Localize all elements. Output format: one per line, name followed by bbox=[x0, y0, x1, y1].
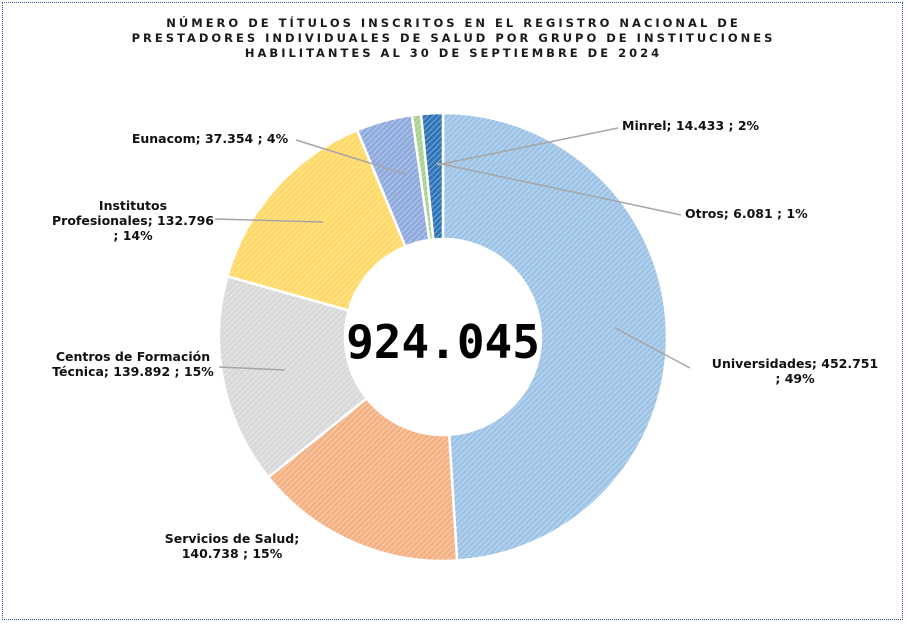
data-label: Minrel; 14.433 ; 2% bbox=[622, 118, 760, 133]
chart-title: NÚMERO DE TÍTULOS INSCRITOS EN EL REGIST… bbox=[0, 16, 907, 61]
data-label: Eunacom; 37.354 ; 4% bbox=[132, 131, 289, 146]
slice-minrel bbox=[419, 111, 445, 241]
center-total-label: 924.045 bbox=[346, 315, 540, 369]
data-labels-group: Universidades; 452.751; 49% Servicios de … bbox=[52, 118, 878, 561]
data-label: Servicios de Salud; 140.738 ; 15% bbox=[165, 531, 300, 561]
slice-institutos-profesionales bbox=[225, 128, 408, 312]
chart-title-line-3: HABILITANTES AL 30 DE SEPTIEMBRE DE 2024 bbox=[244, 46, 663, 60]
slice-centros-de-formaci-n-t-cnica bbox=[217, 274, 369, 480]
slice-servicios-de-salud bbox=[266, 396, 459, 563]
chart-title-line-2: PRESTADORES INDIVIDUALES DE SALUD POR GR… bbox=[131, 31, 776, 45]
data-label: Centros de Formación Técnica; 139.892 ; 1… bbox=[52, 349, 214, 379]
leader-line bbox=[614, 327, 691, 369]
data-label: Institutos Profesionales; 132.796; 14% bbox=[52, 198, 214, 243]
data-label: Universidades; 452.751; 49% bbox=[712, 356, 878, 386]
chart-title-line-1: NÚMERO DE TÍTULOS INSCRITOS EN EL REGIST… bbox=[166, 16, 741, 30]
leader-line bbox=[436, 162, 682, 216]
slice-universidades bbox=[441, 111, 669, 562]
leader-line bbox=[218, 366, 286, 371]
slices-group bbox=[217, 111, 669, 563]
leader-line bbox=[214, 218, 324, 223]
leader-line bbox=[436, 127, 619, 166]
leader-lines-group bbox=[214, 127, 691, 371]
leader-line bbox=[295, 139, 406, 175]
data-label: Otros; 6.081 ; 1% bbox=[685, 206, 808, 221]
